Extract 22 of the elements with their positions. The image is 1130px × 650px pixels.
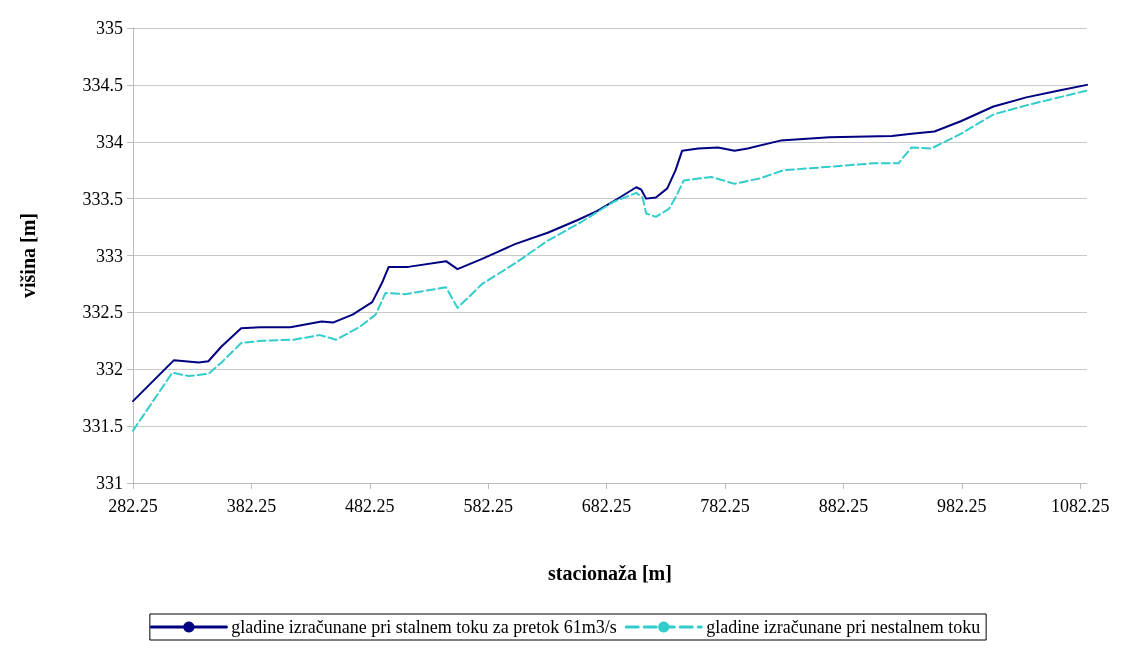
- y-tick-label: 333: [96, 245, 123, 266]
- y-axis-title: višina [m]: [17, 213, 39, 298]
- x-tick-label: 282.25: [108, 496, 158, 516]
- x-tick-label: 482.25: [345, 496, 395, 516]
- x-tick-label: 682.25: [581, 496, 632, 516]
- x-axis-title: stacionaža [m]: [548, 562, 672, 584]
- x-tick-label: 582.25: [463, 496, 513, 516]
- x-tick-label: 382.25: [226, 496, 277, 516]
- legend-label: gladine izračunane pri nestalnem toku: [706, 617, 981, 637]
- y-tick-label: 332.5: [82, 302, 123, 323]
- y-tick-label: 331: [96, 473, 123, 493]
- x-tick-label: 1082.25: [1050, 496, 1110, 516]
- x-tick-label: 882.25: [818, 496, 869, 516]
- y-tick-label: 334: [96, 131, 123, 152]
- y-tick-label: 332: [96, 359, 123, 380]
- x-tick-label: 782.25: [700, 496, 750, 516]
- y-tick-label: 334.5: [82, 74, 123, 95]
- x-tick-label: 982.25: [937, 496, 987, 516]
- y-tick-label: 331.5: [82, 416, 123, 437]
- y-tick-label: 335: [96, 18, 123, 38]
- legend-label: gladine izračunane pri stalnem toku za pretok 61m3/s: [231, 617, 617, 637]
- y-tick-label: 333.5: [82, 188, 123, 209]
